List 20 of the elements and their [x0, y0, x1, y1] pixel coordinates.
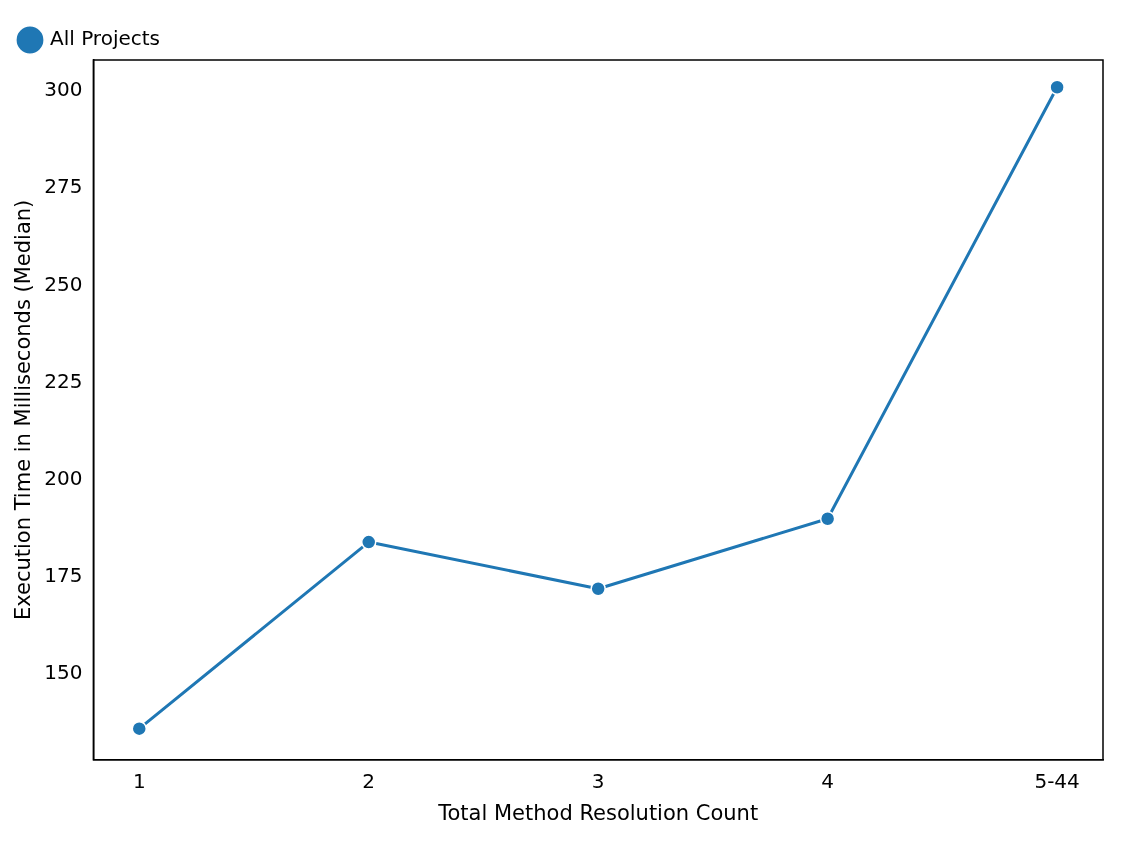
x-tick-label: 1 — [132, 769, 146, 793]
y-tick-label: 150 — [44, 660, 83, 685]
y-tick-label: 225 — [44, 368, 83, 393]
y-axis-title: Execution Time in Milliseconds (Median) — [11, 199, 36, 621]
x-tick-label: 3 — [591, 769, 605, 793]
point — [131, 720, 148, 737]
y-tick-label: 275 — [44, 174, 83, 199]
point — [1049, 79, 1065, 95]
point — [590, 580, 606, 597]
point — [819, 511, 836, 527]
y-tick-label: 250 — [44, 271, 83, 296]
x-tick-label: 4 — [821, 769, 835, 793]
x-tick-label: 2 — [362, 769, 376, 793]
y-tick-label: 200 — [44, 466, 83, 491]
y-tick-label: 300 — [44, 77, 83, 102]
x-axis-title: Total Method Resolution Count — [437, 800, 759, 825]
point — [360, 534, 377, 550]
x-tick-label: 5-44 — [1034, 769, 1080, 793]
y-tick-label: 175 — [44, 563, 83, 588]
legend-label: All Projects — [50, 26, 160, 51]
